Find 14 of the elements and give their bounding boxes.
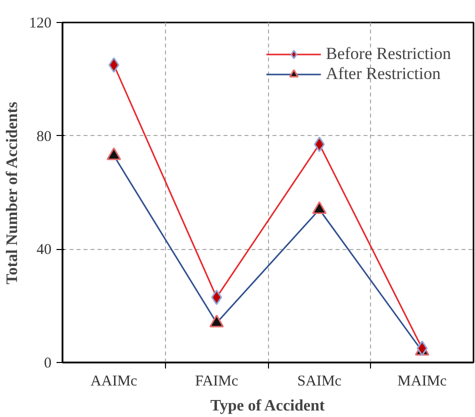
legend-label: Before Restriction <box>326 44 451 64</box>
point <box>108 57 120 73</box>
y-axis-title: Total Number of Accidents <box>4 102 21 284</box>
x-tick-label: AAIMc <box>90 374 138 390</box>
y-tick-label: 80 <box>36 128 52 145</box>
y-tick-label: 0 <box>44 356 52 372</box>
legend-label: After Restriction <box>326 64 441 84</box>
y-tick-label: 120 <box>29 16 52 32</box>
x-tick-label: MAIMc <box>398 374 448 390</box>
point <box>314 136 325 152</box>
x-tick-label: SAIMc <box>297 374 342 390</box>
y-tick-label: 40 <box>36 242 52 258</box>
x-tick-label: FAIMc <box>195 374 238 390</box>
x-axis-title: Type of Accident <box>210 398 326 414</box>
